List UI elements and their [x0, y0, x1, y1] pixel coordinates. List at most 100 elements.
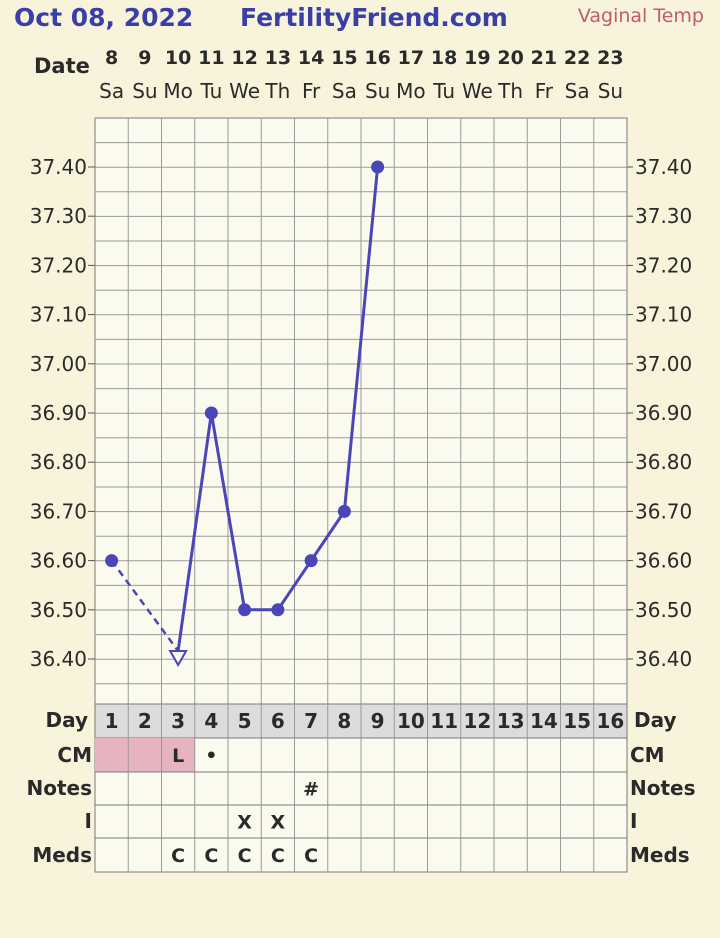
- cm-cell: •: [205, 745, 217, 767]
- date-row-title: Date: [34, 54, 90, 78]
- cycle-day: 12: [463, 709, 491, 733]
- data-rows: 1 2 3 4 5 6 7 8 9 10 11 12 13 14 15 16L •#X XC C C C C: [94, 703, 628, 873]
- temp-line-segment: [342, 166, 380, 512]
- y-tick-label-right: 36.90: [635, 401, 692, 425]
- date-label: 11: [198, 47, 224, 69]
- row-label-day: Day: [45, 708, 88, 732]
- date-label: 10: [165, 47, 191, 69]
- weekday-label: Mo: [396, 79, 426, 103]
- weekday-label: Fr: [535, 79, 554, 103]
- cycle-day: 6: [271, 709, 285, 733]
- date-label: 14: [298, 47, 324, 69]
- temp-point: [238, 603, 252, 617]
- y-tick-label-right: 36.60: [635, 549, 692, 573]
- row-label-notes-right: Notes: [630, 776, 696, 800]
- cycle-day: 11: [430, 709, 458, 733]
- site-name: FertilityFriend.com: [240, 3, 508, 32]
- intercourse-cell: X: [271, 812, 286, 834]
- row-label-meds-right: Meds: [630, 843, 690, 867]
- y-tick-label-right: 36.70: [635, 499, 692, 523]
- row-label-cm-right: CM: [630, 743, 665, 767]
- date-label: 16: [364, 47, 390, 69]
- temp-series: [105, 160, 385, 668]
- temp-line-segment: [276, 559, 313, 611]
- intercourse-cell: X: [237, 812, 252, 834]
- cycle-day: 5: [238, 709, 252, 733]
- y-tick-label-right: 36.40: [635, 647, 692, 671]
- y-tick-label-left: 37.40: [30, 155, 87, 179]
- y-tick-label-left: 37.20: [30, 253, 87, 277]
- y-tick-label-right: 36.50: [635, 598, 692, 622]
- temp-point: [304, 554, 318, 568]
- weekday-label: We: [462, 79, 493, 103]
- chart-date: Oct 08, 2022: [14, 3, 193, 32]
- meds-cell: C: [304, 845, 318, 867]
- y-tick-label-left: 36.50: [30, 598, 87, 622]
- temp-point-discarded: [168, 650, 188, 668]
- y-tick-label-left: 37.10: [30, 303, 87, 327]
- cm-shaded-cell: [128, 738, 162, 772]
- meds-cell: C: [238, 845, 252, 867]
- row-label-day-right: Day: [634, 708, 677, 732]
- date-label: 9: [138, 47, 151, 69]
- meds-cell: C: [271, 845, 285, 867]
- cycle-day: 4: [204, 709, 218, 733]
- date-label: 17: [398, 47, 424, 69]
- y-tick-label-right: 37.30: [635, 204, 692, 228]
- date-label: 18: [431, 47, 457, 69]
- notes-cell: #: [303, 779, 319, 801]
- cycle-day: 1: [105, 709, 119, 733]
- y-tick-label-left: 36.70: [30, 499, 87, 523]
- date-label: 13: [265, 47, 291, 69]
- y-tick-label-right: 36.80: [635, 450, 692, 474]
- meds-cell: C: [171, 845, 185, 867]
- cycle-day: 10: [397, 709, 425, 733]
- y-tick-label-left: 36.40: [30, 647, 87, 671]
- date-label: 21: [531, 47, 557, 69]
- weekday-label: Su: [365, 79, 390, 103]
- cycle-day: 15: [563, 709, 591, 733]
- date-label: 15: [331, 47, 357, 69]
- weekday-label: Tu: [199, 79, 222, 103]
- y-tick-label-left: 37.30: [30, 204, 87, 228]
- weekday-label: Th: [264, 79, 290, 103]
- cycle-day: 9: [371, 709, 385, 733]
- y-tick-label-right: 37.20: [635, 253, 692, 277]
- y-tick-label-right: 37.10: [635, 303, 692, 327]
- date-label: 19: [464, 47, 490, 69]
- date-label: 20: [497, 47, 523, 69]
- cm-shaded-cell: [161, 738, 195, 772]
- temp-point: [371, 160, 385, 174]
- date-label: 12: [231, 47, 257, 69]
- weekday-label: Sa: [332, 79, 357, 103]
- y-axis-labels: 37.40 37.40 37.30 37.30 37.20 37.20 37.10 37.10…: [30, 155, 693, 671]
- date-label: 8: [105, 47, 118, 69]
- row-label-cm: CM: [57, 743, 92, 767]
- temp-point: [271, 603, 285, 617]
- row-label-intercourse: I: [85, 809, 92, 833]
- cycle-day: 13: [497, 709, 525, 733]
- temp-grid: [94, 117, 628, 705]
- y-tick-label-left: 37.00: [30, 352, 87, 376]
- temp-point: [204, 406, 218, 420]
- cycle-day: 14: [530, 709, 558, 733]
- weekday-label: Su: [598, 79, 623, 103]
- temp-line-dashed: [110, 559, 180, 652]
- cm-cell: L: [172, 745, 184, 767]
- weekday-label: Su: [132, 79, 157, 103]
- weekday-label: Sa: [565, 79, 590, 103]
- temp-line-segment: [309, 510, 346, 562]
- cycle-day: 2: [138, 709, 152, 733]
- date-label: 22: [564, 47, 590, 69]
- y-tick-label-left: 36.80: [30, 450, 87, 474]
- meds-cell: C: [204, 845, 218, 867]
- temp-point: [337, 504, 351, 518]
- y-tick-label-right: 37.00: [635, 352, 692, 376]
- cm-shaded-cell: [95, 738, 129, 772]
- weekday-label: Tu: [432, 79, 455, 103]
- cycle-day: 3: [171, 709, 185, 733]
- cycle-day: 8: [337, 709, 351, 733]
- temp-line-segment: [209, 412, 247, 611]
- weekday-label: Fr: [302, 79, 321, 103]
